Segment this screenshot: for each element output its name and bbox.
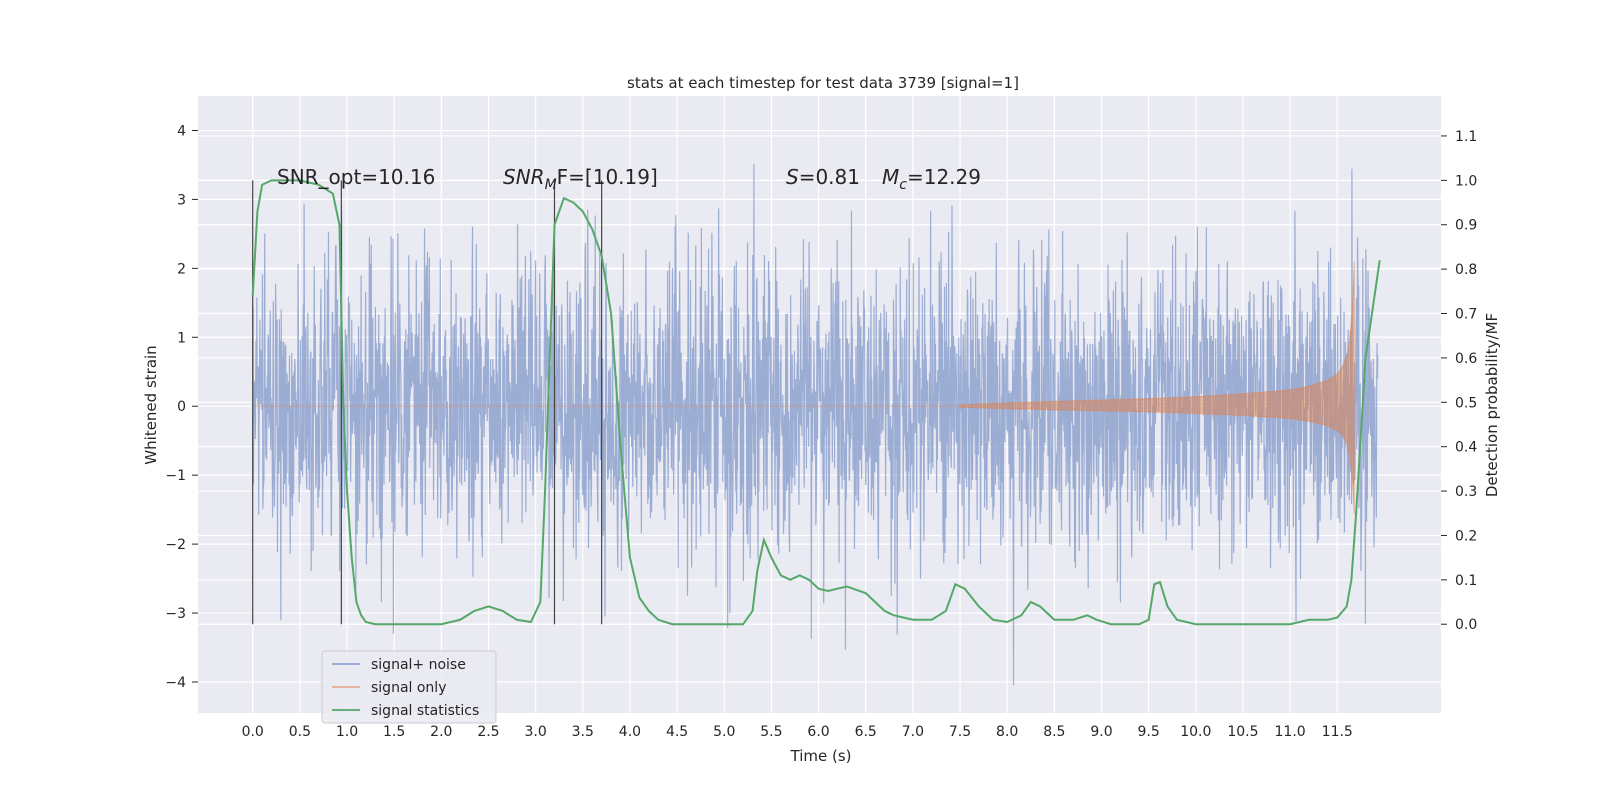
x-axis-label: Time (s)	[790, 747, 852, 765]
annotation-snr-mf: SNRMF=[10.19]	[503, 165, 658, 193]
x-tick-label: 3.5	[572, 724, 594, 740]
y-tick-label-right: 0.7	[1455, 307, 1477, 323]
annotation-snr-opt: SNR_opt=10.16	[277, 165, 435, 189]
y-tick-label-right: 0.6	[1455, 351, 1477, 367]
x-tick-label: 8.5	[1043, 724, 1065, 740]
noise-series	[252, 164, 1379, 686]
x-tick-label: 9.0	[1090, 724, 1112, 740]
y-tick-label-left: 2	[177, 261, 186, 277]
y-tick-label-left: −4	[165, 675, 186, 691]
x-tick-label: 5.0	[713, 724, 735, 740]
x-tick-label: 4.0	[619, 724, 641, 740]
x-tick-label: 7.5	[949, 724, 971, 740]
y-tick-label-left: 4	[177, 123, 186, 139]
annotation-s: S=0.81	[786, 165, 860, 189]
x-tick-label: 11.0	[1275, 724, 1306, 740]
x-tick-label: 1.0	[336, 724, 358, 740]
legend-label-noise: signal+ noise	[371, 657, 466, 673]
x-tick-label: 0.0	[242, 724, 264, 740]
statistics-line	[251, 179, 1381, 626]
x-tick-label: 10.0	[1180, 724, 1211, 740]
signal-only-series	[252, 261, 1355, 515]
y-tick-label-left: 3	[177, 192, 186, 208]
y-axis-label-left: Whitened strain	[142, 345, 160, 464]
y-tick-label-right: 0.1	[1455, 573, 1477, 589]
y-tick-label-right: 0.2	[1455, 528, 1477, 544]
x-tick-label: 4.5	[666, 724, 688, 740]
x-tick-label: 2.5	[477, 724, 499, 740]
y-axis-label-right: Detection probability/MF	[1483, 313, 1501, 497]
noise-trace	[252, 164, 1379, 686]
y-tick-label-right: 0.9	[1455, 218, 1477, 234]
y-ticks-right: 1.1 1.0 0.9 0.8 0.7 0.6 0.5 0.4 0.3 0.2 0.1 0.0	[1441, 129, 1477, 633]
y-ticks-left: 4 3 2 1 0 −1 −2 −3 −4	[165, 123, 198, 691]
x-tick-label: 7.0	[902, 724, 924, 740]
y-tick-label-right: 0.5	[1455, 395, 1477, 411]
x-tick-label: 3.0	[524, 724, 546, 740]
x-tick-label: 9.5	[1138, 724, 1160, 740]
x-ticks: 0.0 0.5 1.0 1.5 2.0 2.5 3.0 3.5 4.0 4.5 5.0 5.5 6.0 6…	[242, 724, 1353, 740]
chart-title: stats at each timestep for test data 373…	[627, 74, 1019, 92]
statistics-series	[251, 179, 1381, 626]
legend-label-statistics: signal statistics	[371, 703, 479, 719]
x-tick-label: 8.0	[996, 724, 1018, 740]
signal-envelope	[959, 261, 1355, 515]
x-tick-label: 11.5	[1322, 724, 1353, 740]
x-tick-label: 10.5	[1227, 724, 1258, 740]
y-tick-label-right: 1.0	[1455, 173, 1477, 189]
x-tick-label: 2.0	[430, 724, 452, 740]
x-tick-label: 6.0	[807, 724, 829, 740]
y-tick-label-right: 0.0	[1455, 617, 1477, 633]
x-tick-label: 5.5	[760, 724, 782, 740]
y-tick-label-left: −2	[165, 537, 186, 553]
y-tick-label-left: −1	[165, 468, 186, 484]
x-tick-label: 0.5	[289, 724, 311, 740]
legend-box	[321, 650, 497, 724]
annotation-mc: Mc=12.29	[882, 165, 981, 193]
x-tick-label: 1.5	[383, 724, 405, 740]
legend: signal+ noise signal only signal statist…	[321, 650, 497, 724]
y-tick-label-right: 0.8	[1455, 262, 1477, 278]
y-tick-label-left: 1	[177, 330, 186, 346]
y-tick-label-right: 0.3	[1455, 484, 1477, 500]
x-tick-label: 6.5	[855, 724, 877, 740]
y-tick-label-right: 1.1	[1455, 129, 1477, 145]
y-tick-label-left: 0	[177, 399, 186, 415]
y-tick-label-right: 0.4	[1455, 440, 1477, 456]
legend-label-signal: signal only	[371, 680, 446, 696]
y-tick-label-left: −3	[165, 606, 186, 622]
